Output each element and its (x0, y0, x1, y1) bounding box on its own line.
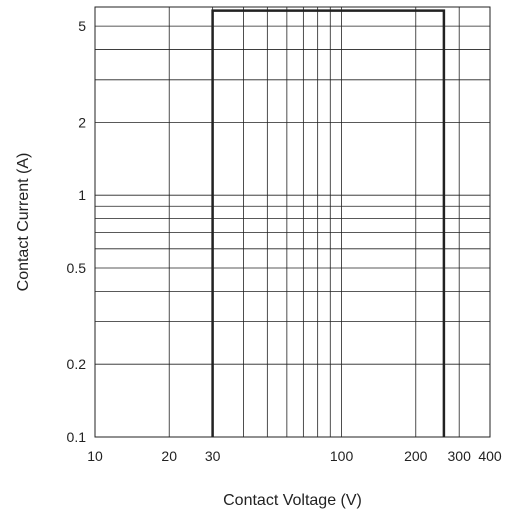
grid (94, 6, 491, 438)
x-tick-label: 200 (404, 448, 428, 464)
x-axis-title: Contact Voltage (V) (223, 492, 362, 509)
x-tick-label: 10 (87, 448, 103, 464)
y-tick-label: 0.2 (67, 356, 87, 372)
y-tick-labels: 0.1 0.2 0.5 1 2 5 (67, 18, 87, 445)
series-line (211, 9, 446, 437)
y-axis-title: Contact Current (A) (15, 153, 32, 292)
y-tick-label: 0.1 (67, 429, 87, 445)
x-tick-label: 100 (330, 448, 354, 464)
x-tick-labels: 10 20 30 100 200 300 400 (87, 448, 502, 464)
series (211, 9, 446, 437)
x-tick-label: 400 (478, 448, 502, 464)
y-tick-label: 0.5 (67, 260, 87, 276)
x-tick-label: 30 (205, 448, 221, 464)
y-tick-label: 2 (78, 114, 86, 130)
x-tick-label: 20 (161, 448, 177, 464)
plot-frame (94, 6, 491, 438)
x-tick-label: 300 (448, 448, 472, 464)
y-tick-label: 5 (78, 18, 86, 34)
y-tick-label: 1 (78, 187, 86, 203)
